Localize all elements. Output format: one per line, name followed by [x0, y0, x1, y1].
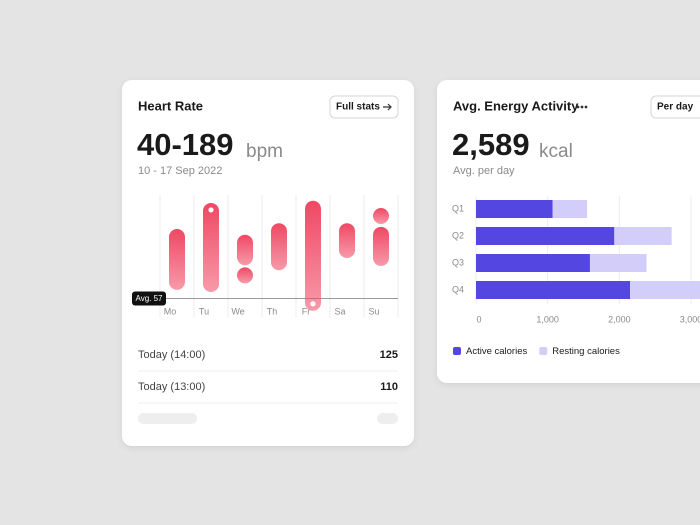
unit: bpm: [246, 141, 283, 162]
bar-segment: [614, 227, 672, 245]
y-tick-label: Q1: [452, 203, 464, 213]
range-bar: [237, 234, 253, 266]
button[interactable]: [650, 95, 700, 119]
bar-segment: [476, 227, 615, 245]
range-bar: [339, 223, 355, 258]
average-badge: [132, 291, 166, 306]
average-label: Avg. 57: [136, 294, 164, 303]
legend-swatch: [453, 347, 461, 355]
range-bar: [203, 202, 219, 292]
range-bar: [305, 200, 321, 311]
button-label[interactable]: Per day: [657, 102, 694, 113]
button[interactable]: [329, 95, 399, 119]
bar-segment: [630, 281, 700, 299]
unit: kcal: [539, 141, 573, 162]
range-bar: [169, 229, 185, 290]
range-bar: [373, 226, 389, 266]
bar-segment: [589, 254, 647, 272]
x-tick-label: Sa: [334, 306, 345, 316]
y-tick-label: Q4: [452, 284, 464, 294]
skeleton: [377, 413, 398, 424]
range-bar: [373, 208, 389, 225]
more-icon[interactable]: [576, 105, 588, 109]
subtitle: Avg. per day: [453, 165, 515, 177]
arrow-icon: [383, 103, 392, 111]
x-tick-label: Su: [368, 306, 379, 316]
bar-segment: [552, 200, 588, 218]
headline: 40-189: [137, 127, 234, 162]
row-label: Today (13:00): [138, 381, 205, 393]
x-tick-label: 0: [476, 314, 481, 324]
bar-segment: [476, 254, 590, 272]
card-title: Avg. Energy Activity: [453, 98, 579, 113]
highlight-dot: [208, 207, 214, 213]
card-title: Heart Rate: [138, 98, 203, 113]
y-tick-label: Q2: [452, 230, 464, 240]
x-tick-label: We: [231, 306, 244, 316]
bar-segment: [476, 200, 553, 218]
skeleton: [138, 413, 197, 424]
range-bar: [271, 223, 287, 271]
card: [122, 80, 414, 446]
x-tick-label: 1,000: [536, 314, 559, 324]
row-value: 125: [380, 349, 398, 361]
bar-segment: [476, 281, 631, 299]
range-bar: [237, 267, 253, 284]
row-label: Today (14:00): [138, 349, 205, 361]
x-tick-label: Mo: [164, 306, 177, 316]
legend-swatch: [539, 347, 548, 355]
x-tick-label: Tu: [199, 306, 209, 316]
x-tick-label: Th: [267, 306, 278, 316]
headline: 2,589: [452, 127, 530, 162]
x-tick-label: Fr: [302, 306, 311, 316]
highlight-dot: [310, 301, 316, 307]
x-tick-label: 2,000: [608, 314, 631, 324]
x-tick-label: 3,000: [680, 314, 700, 324]
row-value: 110: [380, 381, 398, 393]
legend-label: Resting calories: [552, 346, 620, 357]
subtitle: 10 - 17 Sep 2022: [138, 165, 222, 177]
y-tick-label: Q3: [452, 257, 464, 267]
legend-label: Active calories: [466, 346, 527, 357]
button-label[interactable]: Full stats: [336, 102, 380, 113]
